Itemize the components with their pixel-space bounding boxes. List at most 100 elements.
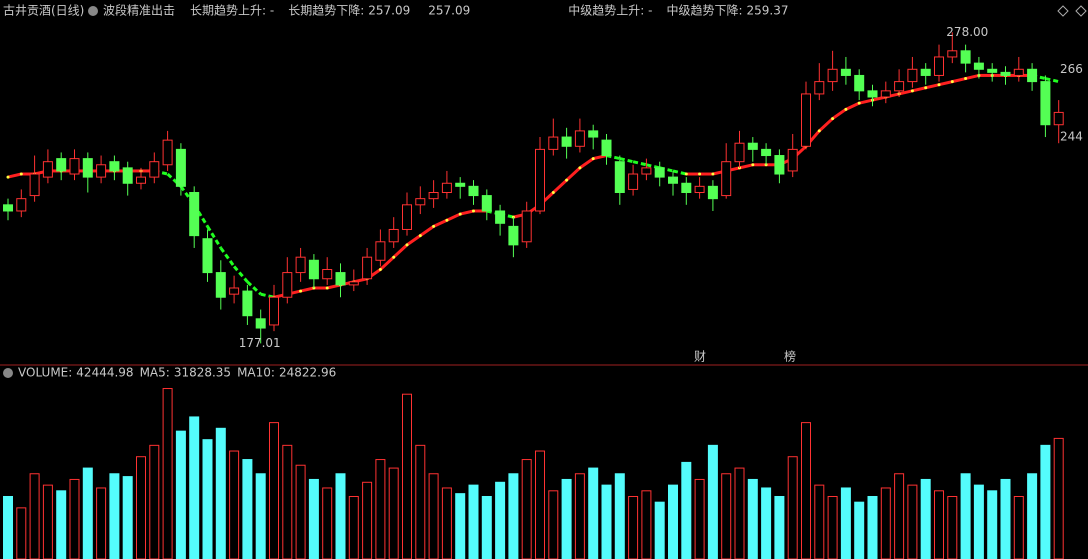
volume-bar <box>880 487 891 559</box>
stock-title: 古井贡酒(日线) <box>3 3 84 18</box>
trend-dot <box>578 166 582 170</box>
header-value: 259.37 <box>747 4 789 18</box>
candle-body <box>827 68 838 83</box>
trend-dot <box>418 234 422 238</box>
candle-body <box>1053 111 1064 126</box>
volume-bar <box>202 439 213 559</box>
trend-dot <box>405 243 409 247</box>
volume-bar <box>3 495 13 559</box>
candle-body <box>1040 81 1051 126</box>
candle-body <box>761 148 772 157</box>
window-controls[interactable] <box>1057 5 1087 17</box>
trend-dot <box>392 255 396 259</box>
volume-label: MA5: <box>140 366 170 380</box>
volume-bar <box>189 416 200 559</box>
volume-bar <box>468 484 479 559</box>
candle-body <box>854 74 865 92</box>
volume-value: 42444.98 <box>76 366 133 380</box>
trend-segment <box>938 80 953 87</box>
candle-body <box>694 185 705 193</box>
menu-icon[interactable] <box>88 6 98 16</box>
volume-bar <box>801 422 811 559</box>
volume-bar <box>747 478 758 559</box>
volume-bar <box>960 473 971 559</box>
candle-body <box>149 161 160 178</box>
volume-bar <box>561 478 572 559</box>
trend-dot <box>472 209 475 213</box>
trend-dot <box>857 101 861 105</box>
trend-segment <box>300 286 315 293</box>
volume-value: 24822.96 <box>279 366 336 380</box>
candle-body <box>82 158 93 178</box>
volume-bar <box>322 487 333 559</box>
candle-body <box>574 130 585 147</box>
marker: 财 <box>694 350 706 364</box>
volume-bar <box>16 507 27 559</box>
trend-segment <box>925 83 940 90</box>
marker: 榜 <box>784 349 796 364</box>
candle-body <box>947 50 958 58</box>
volume-bar <box>215 427 226 559</box>
right-label: 244 <box>1060 130 1083 144</box>
volume-bar <box>721 473 732 559</box>
trend-dot <box>458 212 462 216</box>
volume-bar <box>774 495 785 559</box>
volume-bar <box>282 444 293 559</box>
volume-bar <box>441 487 452 559</box>
trend-dot <box>299 289 303 293</box>
volume-bar <box>681 461 692 559</box>
volume-bar <box>122 476 133 559</box>
trend-segment <box>392 243 409 259</box>
candle-body <box>867 90 878 98</box>
volume-bar <box>628 495 639 559</box>
trend-segment <box>406 234 422 247</box>
volume-bar <box>601 484 612 559</box>
volume-bar <box>428 473 439 559</box>
candle-body <box>734 142 745 163</box>
volume-bar <box>308 478 319 559</box>
candle-body <box>455 182 466 187</box>
volume-bar <box>1013 495 1024 559</box>
candle-body <box>3 204 13 212</box>
candle-body <box>934 56 944 76</box>
volume-bar <box>269 422 279 559</box>
trend-dot <box>565 178 569 182</box>
trend-segment <box>912 86 927 93</box>
volume-bar <box>535 450 545 559</box>
trend-dot <box>950 80 954 84</box>
trend-dot <box>19 172 23 176</box>
trend-segment <box>326 283 341 290</box>
candle-body <box>614 161 625 193</box>
header-value: 257.09 <box>368 4 410 18</box>
volume-bar <box>56 490 67 559</box>
volume-bar <box>402 393 412 559</box>
header-label: 中级趋势下降: <box>666 3 742 18</box>
menu-icon[interactable] <box>3 368 13 378</box>
volume-value: 31828.35 <box>174 366 231 380</box>
candle-body <box>814 81 825 95</box>
trend-dot <box>817 129 821 133</box>
header-label: 长期趋势上升: - <box>190 4 274 18</box>
candle-body <box>747 142 758 150</box>
candle-body <box>920 68 931 76</box>
trend-segment <box>206 225 223 249</box>
candle-body <box>441 182 452 193</box>
candle-body <box>175 148 186 187</box>
trend-segment <box>739 163 754 170</box>
candle-body <box>641 167 652 175</box>
candle-body <box>255 318 266 329</box>
volume-bar <box>1053 437 1064 559</box>
volume-bar <box>668 484 678 559</box>
trend-segment <box>606 154 621 161</box>
trend-segment <box>672 169 687 176</box>
candle-body <box>654 167 665 178</box>
volume-bar <box>375 459 386 559</box>
trend-dot <box>910 89 914 93</box>
candle-body <box>495 210 506 224</box>
volume-label: VOLUME: <box>18 366 72 380</box>
candle-body <box>269 296 279 326</box>
trend-segment <box>459 209 474 216</box>
trend-dot <box>432 224 436 228</box>
candle-body <box>588 130 599 138</box>
